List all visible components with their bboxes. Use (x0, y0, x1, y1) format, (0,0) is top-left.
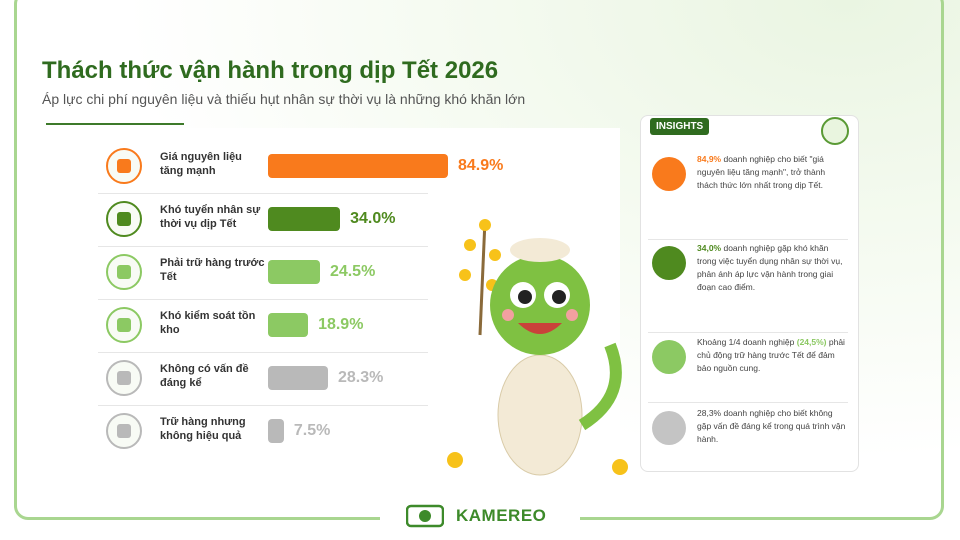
rule (46, 123, 184, 125)
insight-item: 84,9% doanh nghiệp cho biết "giá nguyên … (648, 153, 848, 240)
row-icon (106, 148, 142, 184)
row-icon (106, 360, 142, 396)
row-icon (106, 201, 142, 237)
brand: KAMEREO (456, 506, 547, 525)
bar (268, 260, 320, 284)
category-label: Trữ hàng nhưng không hiệu quả (160, 416, 246, 442)
insight-item: 34,0% doanh nghiệp gặp khó khăn trong vi… (648, 242, 848, 333)
bar (268, 313, 309, 337)
row-icon (106, 254, 142, 290)
logo-gap (380, 505, 580, 535)
insight-text: 34,0% doanh nghiệp gặp khó khăn trong vi… (697, 242, 847, 294)
category-label: Không có vấn đề đáng kể (160, 363, 249, 389)
insight-icon (652, 157, 686, 191)
value-label: 7.5% (293, 422, 331, 439)
bar (268, 207, 341, 231)
icon-glyph (117, 371, 131, 385)
category-label: Khó kiểm soát tồn kho (160, 310, 256, 336)
bar (268, 366, 328, 390)
category-label: Khó tuyển nhân sự thời vụ dịp Tết (160, 204, 261, 230)
value-label: 18.9% (318, 316, 364, 333)
row: Phải trữ hàng trước Tết 24.5% (98, 246, 428, 300)
insight-segment: 84,9% (697, 154, 722, 164)
insight-icon (652, 411, 686, 445)
insight-text: 28,3% doanh nghiệp cho biết không gặp vấ… (697, 407, 847, 446)
icon-glyph (117, 318, 131, 332)
row: Khó kiểm soát tồn kho 18.9% (98, 299, 428, 353)
insight-segment: 34,0% (697, 243, 722, 253)
insight-icon (652, 246, 686, 280)
icon-glyph (117, 159, 131, 173)
insights-tag: INSIGHTS (650, 118, 710, 135)
value-label: 84.9% (458, 157, 504, 174)
bulb-icon (821, 117, 849, 145)
logo-icon (406, 504, 444, 528)
bar (268, 154, 448, 178)
insight-segment: (24,5%) (796, 337, 827, 347)
row: Không có vấn đề đáng kể 28.3% (98, 352, 428, 406)
icon-glyph (117, 212, 131, 226)
bar (268, 419, 284, 443)
insight-segment: 28,3% doanh nghiệp cho biết không gặp vấ… (697, 408, 846, 444)
row: Trữ hàng nhưng không hiệu quả 7.5% (98, 405, 428, 458)
insight-text: Khoảng 1/4 doanh nghiệp (24,5%) phải chủ… (697, 336, 847, 375)
value-label: 24.5% (329, 263, 376, 280)
value-label: 28.3% (338, 369, 384, 386)
insight-icon (652, 340, 686, 374)
title: Thách thức vận hành trong dịp Tết 2026 (42, 57, 499, 84)
category-label: Phải trữ hàng trước Tết (160, 257, 265, 283)
icon-glyph (117, 424, 131, 438)
insight-segment: doanh nghiệp gặp khó khăn trong việc tuy… (697, 243, 843, 292)
row: Giá nguyên liệu tăng mạnh 84.9% (98, 140, 503, 194)
row: Khó tuyển nhân sự thời vụ dịp Tết 34.0% (98, 193, 428, 247)
icon-glyph (117, 265, 131, 279)
insight-item: 28,3% doanh nghiệp cho biết không gặp vấ… (648, 407, 848, 467)
insight-item: Khoảng 1/4 doanh nghiệp (24,5%) phải chủ… (648, 336, 848, 403)
insight-segment: phải chủ động trữ hàng trước Tết để đảm … (697, 337, 845, 373)
row-icon (106, 307, 142, 343)
value-label: 34.0% (350, 210, 396, 227)
mascot (447, 219, 628, 476)
insight-segment: doanh nghiệp cho biết "giá nguyên liệu t… (697, 154, 826, 190)
row-icon (106, 413, 142, 449)
insight-text: 84,9% doanh nghiệp cho biết "giá nguyên … (697, 153, 847, 192)
category-label: Giá nguyên liệu tăng mạnh (160, 151, 242, 177)
insight-segment: Khoảng 1/4 doanh nghiệp (697, 337, 797, 347)
subtitle: Áp lực chi phí nguyên liệu và thiếu hụt … (42, 91, 526, 107)
